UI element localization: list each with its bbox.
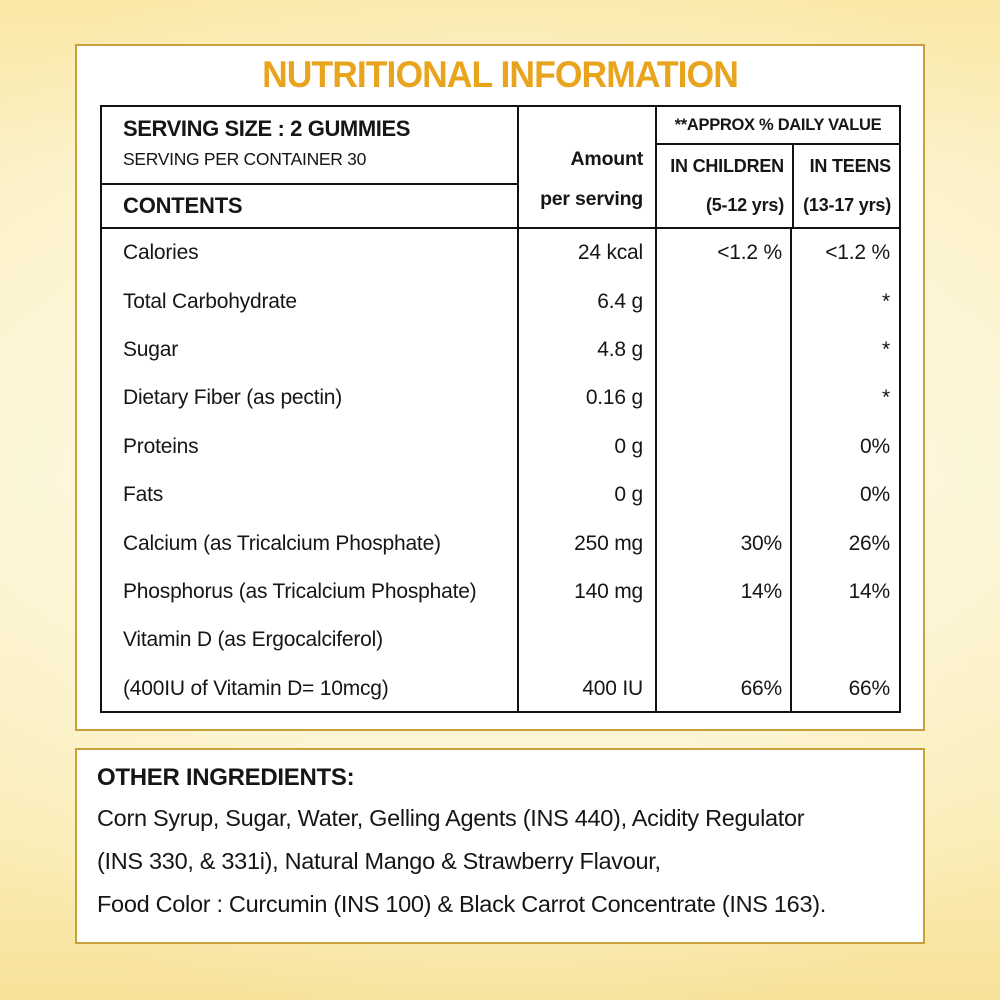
table-row: Dietary Fiber (as pectin) 0.16 g * (102, 374, 899, 423)
row-amount: 400 IU (517, 664, 655, 714)
row-label: Calories (123, 241, 199, 265)
amount-header: Amount per serving (517, 107, 655, 227)
row-label: Dietary Fiber (as pectin) (123, 386, 343, 410)
table-row: Proteins 0 g 0% (102, 422, 899, 472)
children-header-line1: IN CHILDREN (670, 156, 784, 176)
serving-per-container-text: SERVING PER CONTAINER 30 (123, 149, 367, 169)
table-row: Phosphorus (as Tricalcium Phosphate) 140… (102, 567, 899, 617)
row-children-value: 66% (655, 664, 790, 714)
row-teens-value: 66% (790, 664, 899, 714)
row-teens-value: 0% (790, 471, 899, 520)
children-header-line2: (5-12 yrs) (705, 195, 784, 215)
row-teens-value: * (790, 325, 899, 375)
row-teens-value (790, 616, 899, 665)
row-children-value (655, 422, 790, 472)
row-amount: 0 g (517, 471, 655, 520)
row-label: (400IU of Vitamin D= 10mcg) (123, 676, 389, 700)
row-amount: 0 g (517, 422, 655, 472)
row-amount: 24 kcal (517, 229, 655, 278)
daily-value-header-group: **APPROX % DAILY VALUE IN CHILDREN (5-12… (655, 107, 899, 227)
row-teens-value: 14% (790, 567, 899, 617)
row-label: Sugar (123, 338, 179, 362)
ingredients-panel: OTHER INGREDIENTS: Corn Syrup, Sugar, Wa… (75, 748, 925, 944)
table-body: Calories 24 kcal <1.2 % <1.2 % Total Car… (102, 229, 899, 714)
teens-column-header: IN TEENS (13-17 yrs) (792, 145, 899, 227)
row-children-value (655, 277, 790, 326)
row-children-value: <1.2 % (655, 229, 790, 278)
ingredients-line: (INS 330, & 331i), Natural Mango & Straw… (97, 848, 661, 874)
row-teens-value: <1.2 % (790, 229, 899, 278)
row-children-value (655, 374, 790, 423)
row-label: Phosphorus (as Tricalcium Phosphate) (123, 580, 477, 604)
table-header: SERVING SIZE : 2 GUMMIES SERVING PER CON… (102, 107, 899, 229)
serving-info-cell: SERVING SIZE : 2 GUMMIES SERVING PER CON… (102, 107, 517, 185)
teens-header-line1: IN TEENS (809, 156, 892, 176)
table-row: Calories 24 kcal <1.2 % <1.2 % (102, 229, 899, 278)
row-children-value (655, 616, 790, 665)
row-children-value: 14% (655, 567, 790, 617)
row-label: Calcium (as Tricalcium Phosphate) (123, 531, 441, 555)
row-label: Fats (123, 483, 164, 507)
table-row: Vitamin D (as Ergocalciferol) (102, 616, 899, 665)
row-children-value: 30% (655, 519, 790, 568)
table-row: Total Carbohydrate 6.4 g * (102, 277, 899, 326)
table-row: Sugar 4.8 g * (102, 325, 899, 375)
row-amount: 0.16 g (517, 374, 655, 423)
row-amount: 140 mg (517, 567, 655, 617)
header-contents-column: SERVING SIZE : 2 GUMMIES SERVING PER CON… (102, 107, 517, 227)
nutrition-table: SERVING SIZE : 2 GUMMIES SERVING PER CON… (100, 105, 901, 714)
row-teens-value: 0% (790, 422, 899, 472)
table-row: (400IU of Vitamin D= 10mcg) 400 IU 66% 6… (102, 664, 899, 714)
row-amount: 4.8 g (517, 325, 655, 375)
row-teens-value: * (790, 277, 899, 326)
table-row: Fats 0 g 0% (102, 471, 899, 520)
row-label: Vitamin D (as Ergocalciferol) (123, 628, 383, 652)
row-amount (517, 616, 655, 665)
children-column-header: IN CHILDREN (5-12 yrs) (657, 145, 792, 227)
page-title: NUTRITIONAL INFORMATION (262, 54, 739, 95)
row-label: Total Carbohydrate (123, 289, 297, 313)
table-row: Calcium (as Tricalcium Phosphate) 250 mg… (102, 519, 899, 568)
contents-header: CONTENTS (123, 193, 243, 218)
row-children-value (655, 471, 790, 520)
daily-value-subheaders: IN CHILDREN (5-12 yrs) IN TEENS (13-17 y… (657, 145, 899, 227)
row-teens-value: * (790, 374, 899, 423)
other-ingredients-heading: OTHER INGREDIENTS: (97, 764, 355, 791)
row-amount: 6.4 g (517, 277, 655, 326)
approx-daily-value-header: **APPROX % DAILY VALUE (657, 107, 899, 145)
row-label: Proteins (123, 434, 199, 458)
amount-header-line1: Amount (570, 148, 644, 170)
nutrition-panel: NUTRITIONAL INFORMATION SERVING SIZE : 2… (75, 44, 925, 731)
row-teens-value: 26% (790, 519, 899, 568)
row-amount: 250 mg (517, 519, 655, 568)
row-children-value (655, 325, 790, 375)
serving-size-text: SERVING SIZE : 2 GUMMIES (123, 116, 411, 141)
ingredients-line: Food Color : Curcumin (INS 100) & Black … (97, 891, 826, 917)
teens-header-line2: (13-17 yrs) (803, 195, 891, 215)
amount-header-line2: per serving (540, 188, 643, 210)
ingredients-line: Corn Syrup, Sugar, Water, Gelling Agents… (97, 805, 805, 831)
